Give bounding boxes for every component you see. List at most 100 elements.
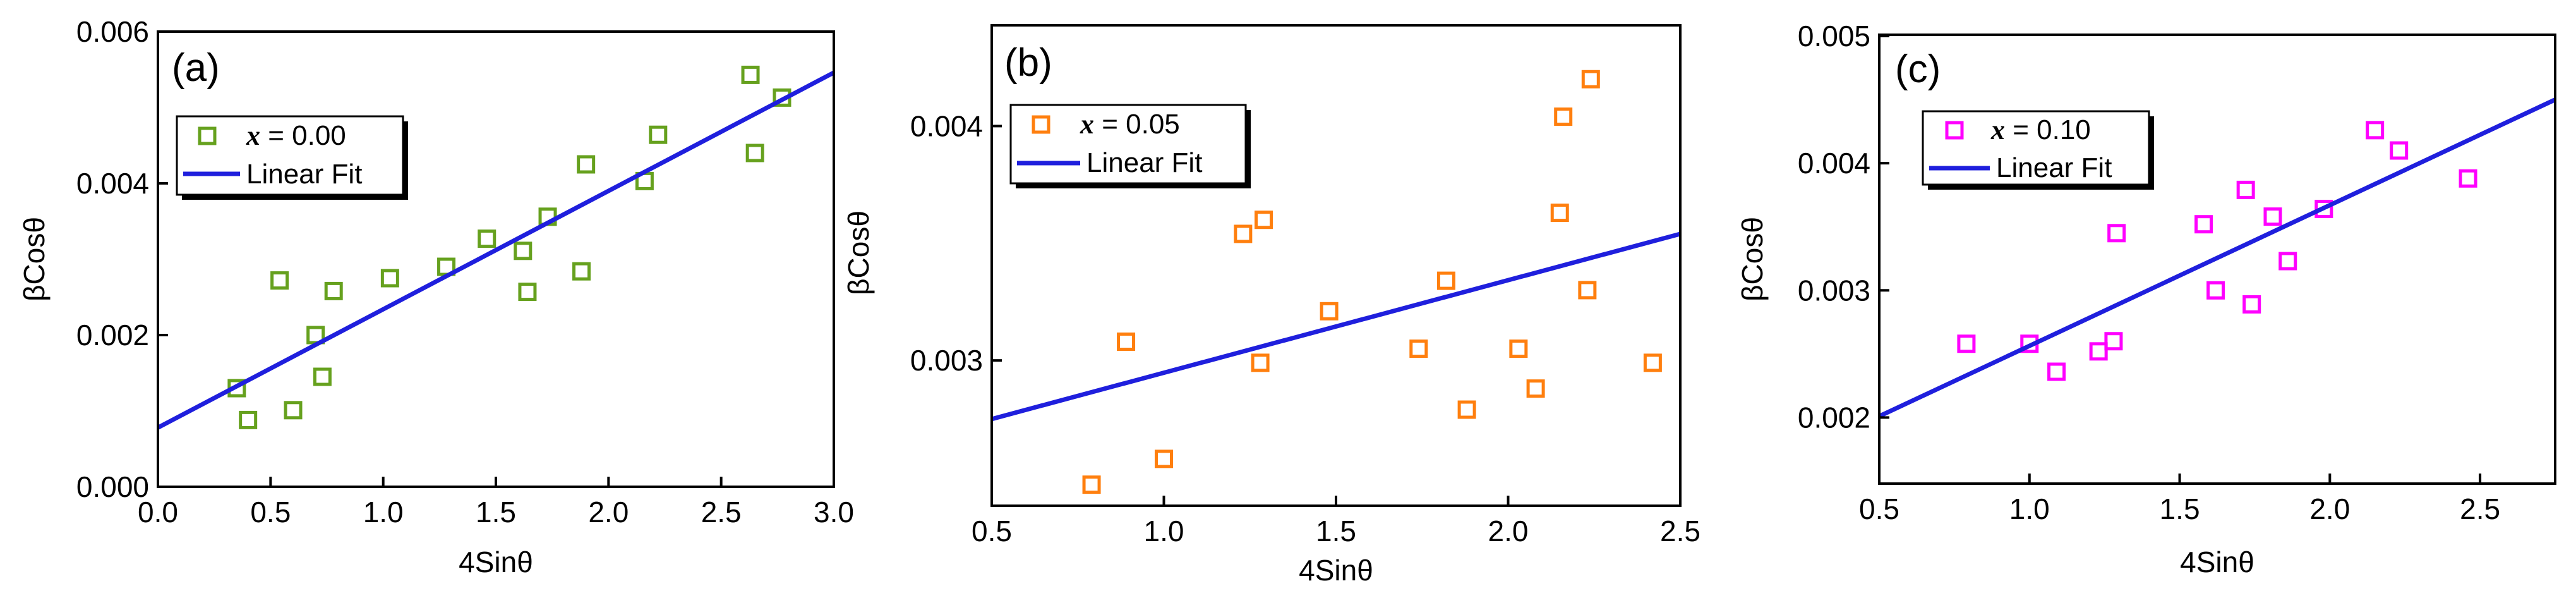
- x-tick-label-c-4: 2.0: [2309, 492, 2350, 525]
- legend-marker-a: [198, 126, 217, 145]
- legend-b: x = 0.05 Linear Fit: [1009, 104, 1251, 188]
- data-point-a-2: [239, 410, 258, 429]
- plot-frame-b: [990, 24, 1682, 507]
- data-point-b-16: [1581, 70, 1600, 89]
- data-point-c-13: [2314, 200, 2333, 219]
- scatter-points-b: [1082, 70, 1662, 494]
- data-point-c-1: [1957, 334, 1976, 353]
- data-point-a-10: [478, 229, 497, 248]
- data-point-c-7: [2194, 215, 2213, 234]
- x-tick-label-b-3: 1.5: [1316, 515, 1356, 547]
- data-point-b-5: [1251, 353, 1270, 372]
- scatter-points-c: [1957, 121, 2477, 381]
- data-point-b-9: [1436, 271, 1455, 290]
- panel-label-b: (b): [1004, 41, 1052, 85]
- y-axis-ticks-c: 0.002 0.003 0.004 0.005: [1798, 20, 1889, 434]
- data-point-c-9: [2236, 180, 2255, 199]
- y-axis-label-c: βCosθ: [1736, 217, 1769, 302]
- x-tick-label-b-5: 2.5: [1660, 515, 1700, 547]
- fit-line-c: [1879, 97, 2555, 419]
- data-point-b-7: [1320, 302, 1339, 321]
- data-point-b-2: [1117, 332, 1136, 351]
- data-point-b-10: [1457, 400, 1476, 419]
- data-point-c-15: [2390, 141, 2409, 160]
- legend-marker-b: [1032, 115, 1050, 134]
- data-point-a-17: [649, 125, 668, 144]
- plot-frame-c: [1878, 34, 2556, 485]
- x-axis-ticks-c: 0.5 1.0 1.5 2.0 2.5: [1859, 474, 2500, 525]
- chart-panel-c: 0.5 1.0 1.5 2.0 2.5 0.002 0.003 0.004 0.005 (c)…: [1736, 20, 2556, 578]
- legend-value-b: = 0.05: [1094, 109, 1180, 140]
- data-point-c-8: [2206, 281, 2225, 300]
- data-point-a-12: [518, 283, 537, 302]
- data-point-b-11: [1509, 339, 1528, 358]
- scatter-points-a: [227, 65, 791, 429]
- y-tick-label-a-3: 0.004: [76, 167, 149, 200]
- data-point-b-14: [1554, 107, 1573, 126]
- data-point-b-4: [1234, 224, 1253, 243]
- y-axis-label-a: βCosθ: [18, 217, 51, 302]
- panel-label-c: (c): [1895, 47, 1941, 91]
- legend-value-c: = 0.10: [2005, 114, 2091, 145]
- legend-entry-scatter-b: x = 0.05: [1080, 109, 1180, 140]
- x-tick-label-b-2: 1.0: [1144, 515, 1184, 547]
- data-point-a-4: [284, 401, 303, 420]
- x-axis-label-c: 4Sinθ: [2180, 546, 2254, 578]
- x-tick-label-c-3: 1.5: [2160, 492, 2200, 525]
- legend-value-a: = 0.00: [260, 120, 346, 151]
- x-tick-label-c-1: 0.5: [1859, 492, 1899, 525]
- data-point-a-15: [577, 155, 596, 174]
- data-point-c-5: [2104, 332, 2123, 351]
- plot-frame-a: [157, 30, 835, 488]
- x-tick-label-a-2: 0.5: [250, 496, 291, 529]
- y-tick-label-b-1: 0.003: [910, 344, 983, 377]
- data-point-a-6: [313, 367, 332, 386]
- chart-panel-a: 0.0 0.5 1.0 1.5 2.0 2.5 3.0 0.0000.0020.0040.0…: [18, 15, 854, 578]
- y-axis-ticks-b: 0.003 0.004: [910, 109, 1002, 377]
- legend-var-c: x: [1990, 114, 2005, 145]
- x-tick-label-b-1: 0.5: [972, 515, 1012, 547]
- y-tick-label-b-2: 0.004: [910, 109, 983, 142]
- x-tick-label-a-1: 0.0: [138, 496, 178, 529]
- data-point-c-11: [2263, 207, 2282, 226]
- data-point-a-19: [745, 144, 764, 162]
- y-tick-label-a-2: 0.002: [76, 319, 149, 352]
- legend-marker-c: [1945, 121, 1964, 140]
- x-tick-label-a-7: 3.0: [814, 496, 854, 529]
- legend-entry-scatter-c: x = 0.10: [1990, 114, 2091, 145]
- legend-var-b: x: [1080, 109, 1094, 140]
- data-point-a-8: [380, 269, 399, 288]
- x-tick-label-a-6: 2.5: [701, 496, 742, 529]
- data-point-a-3: [270, 271, 289, 290]
- x-tick-label-c-5: 2.5: [2460, 492, 2500, 525]
- y-tick-label-c-2: 0.003: [1798, 274, 1870, 307]
- fit-line-b: [992, 231, 1680, 422]
- x-axis-ticks-b: 0.5 1.0 1.5 2.0 2.5: [972, 496, 1700, 547]
- x-tick-label-c-2: 1.0: [2009, 492, 2050, 525]
- x-axis-label-b: 4Sinθ: [1299, 554, 1373, 587]
- data-point-c-4: [2089, 342, 2108, 361]
- data-point-a-14: [572, 262, 591, 281]
- legend-var-a: x: [246, 120, 260, 151]
- legend-entry-fit-a: Linear Fit: [246, 159, 362, 190]
- data-point-a-11: [514, 241, 533, 260]
- legend-c: x = 0.10 Linear Fit: [1922, 110, 2154, 190]
- y-tick-label-c-1: 0.002: [1798, 401, 1870, 434]
- x-tick-label-a-5: 2.0: [588, 496, 629, 529]
- chart-panel-b: 0.5 1.0 1.5 2.0 2.5 0.003 0.004 (b) 4Sinθ βCo…: [842, 24, 1700, 587]
- data-point-c-10: [2242, 295, 2261, 314]
- x-tick-label-a-3: 1.0: [363, 496, 404, 529]
- y-tick-label-a-4: 0.006: [76, 15, 149, 48]
- data-point-a-18: [741, 65, 760, 84]
- y-axis-label-b: βCosθ: [842, 211, 875, 295]
- data-point-b-3: [1155, 449, 1173, 468]
- data-point-a-7: [324, 281, 343, 300]
- x-tick-label-a-4: 1.5: [476, 496, 516, 529]
- x-tick-label-b-4: 2.0: [1488, 515, 1529, 547]
- legend-entry-scatter-a: x = 0.00: [246, 120, 346, 151]
- data-point-b-8: [1409, 339, 1428, 358]
- data-point-c-14: [2366, 121, 2385, 140]
- legend-entry-fit-b: Linear Fit: [1086, 147, 1202, 178]
- data-point-c-6: [2107, 224, 2126, 243]
